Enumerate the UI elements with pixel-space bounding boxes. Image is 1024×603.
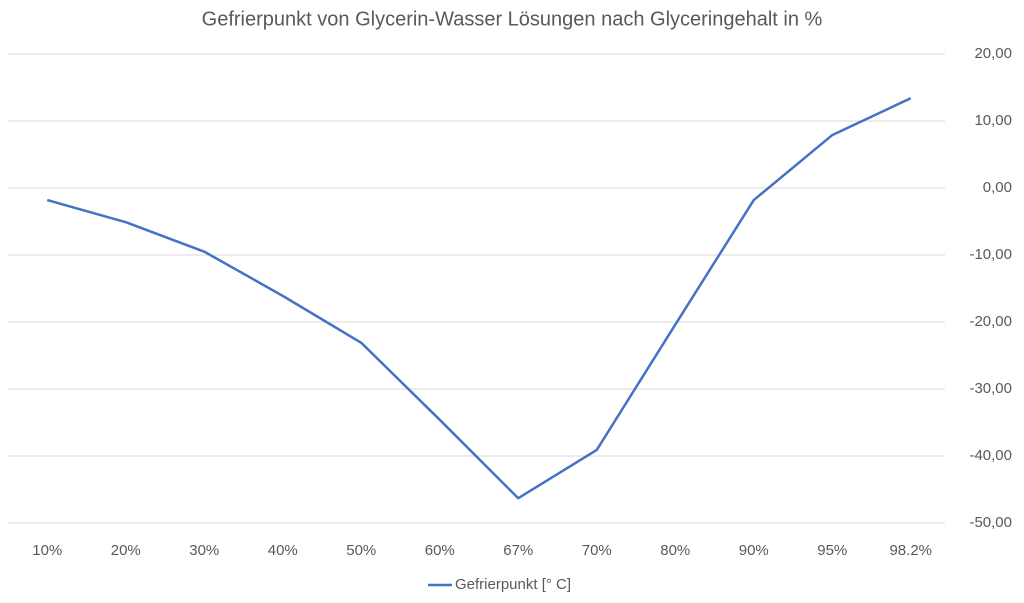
x-tick-label: 70%	[582, 542, 612, 559]
x-tick-label: 90%	[739, 542, 769, 559]
y-tick-label: -30,00	[969, 380, 1012, 397]
x-tick-label: 60%	[425, 542, 455, 559]
x-tick-label: 67%	[503, 542, 533, 559]
x-tick-label: 95%	[817, 542, 847, 559]
chart-title: Gefrierpunkt von Glycerin-Wasser Lösunge…	[202, 8, 823, 30]
x-tick-label: 50%	[346, 542, 376, 559]
x-tick-label: 40%	[268, 542, 298, 559]
y-tick-label: -40,00	[969, 447, 1012, 464]
y-tick-label: 0,00	[983, 179, 1012, 196]
x-tick-label: 98.2%	[889, 542, 932, 559]
y-tick-label: -50,00	[969, 514, 1012, 531]
x-tick-label: 20%	[111, 542, 141, 559]
legend-label: Gefrierpunkt [° C]	[455, 576, 571, 593]
y-tick-label: 10,00	[974, 112, 1012, 129]
x-tick-label: 30%	[189, 542, 219, 559]
x-tick-label: 10%	[32, 542, 62, 559]
data-line	[46, 97, 912, 500]
y-tick-label: -20,00	[969, 313, 1012, 330]
y-tick-label: -10,00	[969, 246, 1012, 263]
y-tick-label: 20,00	[974, 45, 1012, 62]
x-tick-label: 80%	[660, 542, 690, 559]
